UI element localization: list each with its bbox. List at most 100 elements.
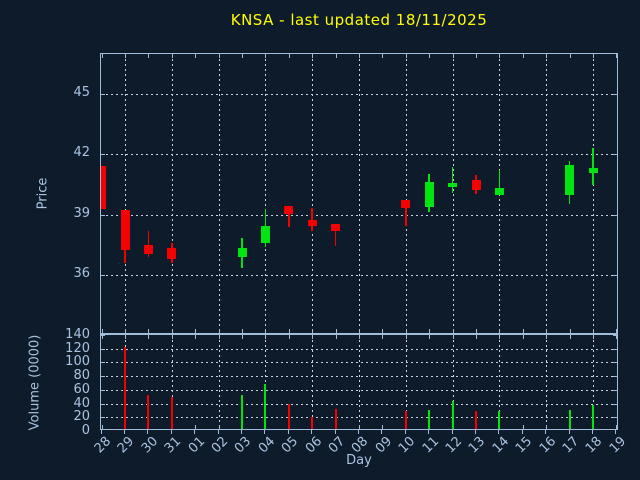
candle-body	[565, 165, 575, 196]
day-tick-mark	[242, 335, 243, 339]
day-tick-mark	[429, 335, 431, 339]
day-tick-mark	[382, 54, 384, 58]
day-tick-mark	[171, 335, 173, 339]
day-tick-mark	[358, 430, 359, 434]
day-tick-mark	[359, 425, 360, 429]
candle-wick	[405, 199, 407, 226]
day-gridline	[265, 335, 267, 429]
day-gridline	[499, 335, 501, 429]
day-tick-mark	[218, 425, 220, 429]
day-tick-mark	[616, 425, 617, 429]
chart-title: KNSA - last updated 18/11/2025	[230, 11, 488, 29]
candle-body	[260, 225, 270, 243]
day-tick-mark	[100, 430, 102, 434]
day-gridline	[452, 335, 454, 429]
day-tick-mark	[217, 430, 219, 434]
day-tick-mark	[147, 430, 149, 434]
volume-bar	[568, 409, 571, 429]
day-tick-mark	[359, 335, 360, 339]
volume-tick-mark	[101, 417, 105, 419]
volume-tick-label: 120	[65, 340, 90, 356]
day-tick-mark	[522, 54, 524, 58]
day-gridline	[546, 54, 548, 333]
day-tick-mark	[312, 54, 314, 58]
candle-body	[424, 182, 434, 207]
day-gridline	[171, 54, 173, 333]
day-tick-mark	[125, 54, 126, 58]
day-tick-mark	[476, 329, 477, 333]
price-tick-mark	[101, 274, 105, 276]
volume-tick-label: 0	[81, 423, 90, 438]
day-tick-mark	[195, 425, 197, 429]
volume-tick-mark	[613, 348, 617, 350]
day-tick-mark	[522, 335, 524, 339]
day-gridline	[593, 335, 594, 429]
day-tick-mark	[593, 335, 594, 339]
price-tick-label: 45	[73, 85, 90, 101]
volume-bar	[287, 403, 290, 429]
day-tick-mark	[546, 425, 548, 429]
volume-tick-label: 140	[65, 327, 90, 342]
candle-wick	[288, 205, 290, 227]
day-tick-mark	[312, 329, 314, 333]
volume-tick-mark	[101, 335, 105, 336]
day-tick-mark	[242, 54, 243, 58]
candle-body	[101, 166, 107, 209]
day-tick-mark	[194, 430, 196, 434]
volume-bar	[404, 411, 407, 429]
volume-bar-plot	[100, 334, 618, 430]
candle-body	[120, 209, 130, 250]
volume-tick-mark	[613, 417, 617, 419]
day-gridline	[593, 54, 594, 333]
day-tick-mark	[334, 430, 336, 434]
day-gridline	[452, 54, 454, 333]
day-tick-mark	[311, 430, 313, 434]
day-tick-mark	[218, 329, 220, 333]
day-tick-mark	[125, 329, 126, 333]
price-tick-mark	[101, 214, 105, 216]
day-tick-mark	[125, 335, 126, 339]
price-tick-mark	[613, 214, 617, 216]
day-tick-mark	[195, 54, 197, 58]
candle-body	[448, 183, 458, 188]
price-tick-mark	[613, 94, 617, 96]
day-tick-mark	[452, 329, 454, 333]
day-tick-mark	[568, 430, 570, 434]
day-tick-mark	[382, 329, 384, 333]
day-tick-mark	[124, 430, 125, 434]
day-tick-mark	[288, 329, 290, 333]
volume-tick-label: 60	[73, 381, 90, 397]
day-tick-mark	[404, 430, 406, 434]
volume-tick-mark	[101, 403, 105, 405]
volume-tick-mark	[613, 335, 617, 336]
day-tick-mark	[569, 329, 571, 333]
day-gridline	[171, 335, 173, 429]
day-tick-mark	[616, 335, 617, 339]
volume-tick-label: 100	[65, 354, 90, 370]
day-tick-mark	[101, 329, 103, 333]
day-tick-mark	[335, 329, 337, 333]
day-tick-mark	[242, 329, 243, 333]
candle-body	[237, 247, 247, 257]
price-tick-label: 36	[73, 265, 90, 281]
day-gridline	[125, 54, 126, 333]
candle-wick	[592, 148, 594, 186]
day-tick-mark	[171, 54, 173, 58]
price-tick-mark	[613, 274, 617, 276]
day-tick-mark	[499, 335, 501, 339]
candle-body	[284, 205, 294, 214]
volume-bar	[311, 417, 314, 429]
candle-body	[401, 199, 411, 208]
volume-bar	[428, 409, 431, 429]
day-tick-mark	[451, 430, 453, 434]
day-tick-mark	[522, 425, 524, 429]
day-gridline	[546, 335, 548, 429]
day-tick-mark	[265, 54, 267, 58]
day-tick-mark	[615, 430, 617, 434]
day-tick-mark	[429, 54, 431, 58]
day-tick-mark	[359, 54, 360, 58]
day-tick-mark	[452, 335, 454, 339]
day-tick-mark	[593, 54, 594, 58]
day-tick-mark	[499, 54, 501, 58]
